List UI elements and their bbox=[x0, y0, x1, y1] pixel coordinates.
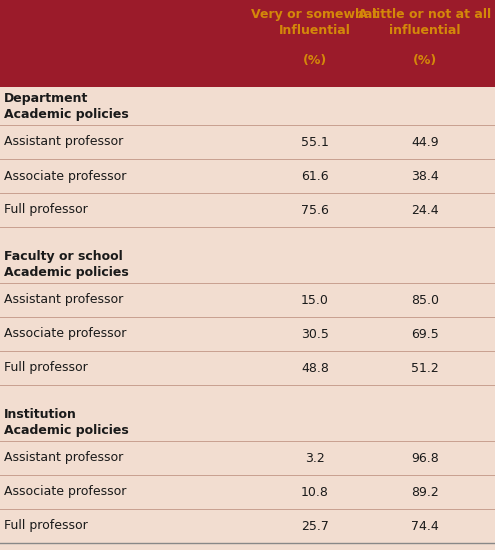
Text: 89.2: 89.2 bbox=[411, 486, 439, 498]
Text: 3.2: 3.2 bbox=[305, 452, 325, 465]
Text: Full professor: Full professor bbox=[4, 204, 88, 217]
Text: Department: Department bbox=[4, 92, 88, 105]
Text: Assistant professor: Assistant professor bbox=[4, 452, 123, 465]
Text: 25.7: 25.7 bbox=[301, 520, 329, 532]
Text: (%): (%) bbox=[303, 54, 327, 67]
Text: (%): (%) bbox=[413, 54, 437, 67]
Text: 61.6: 61.6 bbox=[301, 169, 329, 183]
Text: 96.8: 96.8 bbox=[411, 452, 439, 465]
Text: Assistant professor: Assistant professor bbox=[4, 294, 123, 306]
Text: 48.8: 48.8 bbox=[301, 361, 329, 375]
Text: 75.6: 75.6 bbox=[301, 204, 329, 217]
Text: 24.4: 24.4 bbox=[411, 204, 439, 217]
Text: 15.0: 15.0 bbox=[301, 294, 329, 306]
Text: Full professor: Full professor bbox=[4, 361, 88, 375]
Text: Faculty or school: Faculty or school bbox=[4, 250, 123, 263]
Text: Associate professor: Associate professor bbox=[4, 169, 126, 183]
Text: 38.4: 38.4 bbox=[411, 169, 439, 183]
Text: Academic policies: Academic policies bbox=[4, 424, 129, 437]
Text: Academic policies: Academic policies bbox=[4, 266, 129, 279]
Text: Assistant professor: Assistant professor bbox=[4, 135, 123, 149]
Text: Full professor: Full professor bbox=[4, 520, 88, 532]
Text: 10.8: 10.8 bbox=[301, 486, 329, 498]
Text: 85.0: 85.0 bbox=[411, 294, 439, 306]
Text: Associate professor: Associate professor bbox=[4, 486, 126, 498]
Text: 74.4: 74.4 bbox=[411, 520, 439, 532]
Text: 69.5: 69.5 bbox=[411, 327, 439, 340]
Text: 44.9: 44.9 bbox=[411, 135, 439, 149]
Text: Institution: Institution bbox=[4, 408, 77, 421]
Text: Very or somewhat
Influential: Very or somewhat Influential bbox=[251, 8, 379, 37]
Text: 55.1: 55.1 bbox=[301, 135, 329, 149]
FancyBboxPatch shape bbox=[0, 0, 495, 87]
Text: Academic policies: Academic policies bbox=[4, 108, 129, 121]
Text: A little or not at all
influential: A little or not at all influential bbox=[358, 8, 492, 37]
Text: Associate professor: Associate professor bbox=[4, 327, 126, 340]
Text: 51.2: 51.2 bbox=[411, 361, 439, 375]
Text: 30.5: 30.5 bbox=[301, 327, 329, 340]
